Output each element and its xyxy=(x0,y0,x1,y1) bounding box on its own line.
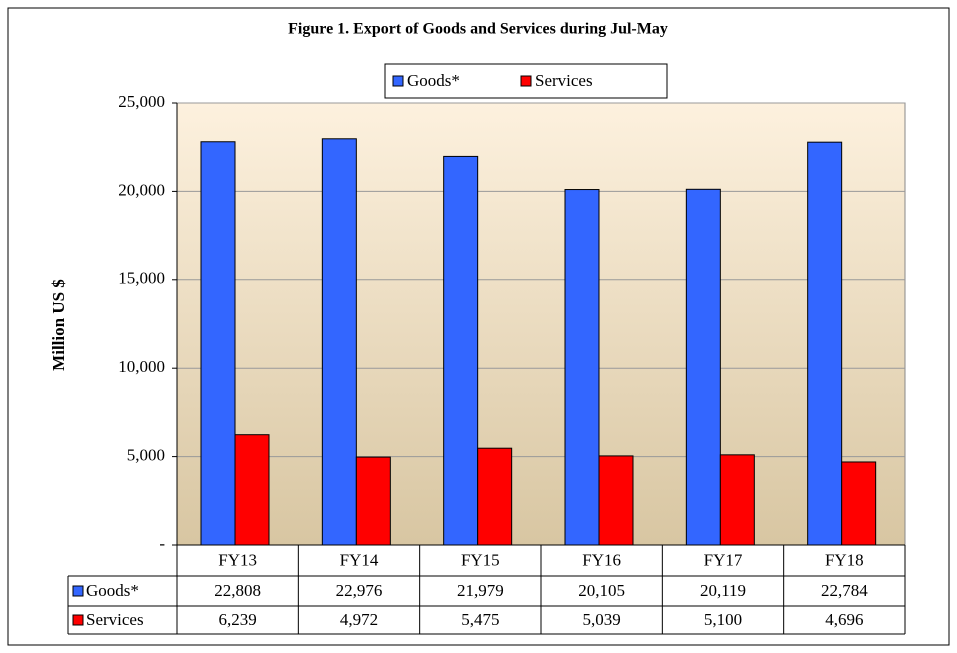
y-axis-title: Million US $ xyxy=(49,279,68,371)
table-value: 5,475 xyxy=(461,610,499,629)
bar xyxy=(355,456,391,546)
y-tick-label: - xyxy=(159,534,165,553)
legend-label: Goods* xyxy=(407,71,460,90)
table-value: 20,105 xyxy=(578,581,625,600)
legend-key xyxy=(392,75,404,87)
table-row-label: Goods* xyxy=(86,581,139,600)
table-value: 20,119 xyxy=(700,581,746,600)
y-tick-label: 10,000 xyxy=(118,357,165,376)
table-value: 4,696 xyxy=(825,610,863,629)
bar xyxy=(807,141,843,546)
bar xyxy=(321,138,357,546)
bar xyxy=(685,188,721,546)
bar xyxy=(841,461,877,546)
table-legend-key xyxy=(72,585,84,597)
y-tick-label: 15,000 xyxy=(118,269,165,288)
table-value: 5,039 xyxy=(583,610,621,629)
y-tick-label: 5,000 xyxy=(127,446,165,465)
table-value: 22,976 xyxy=(336,581,383,600)
table-value: 21,979 xyxy=(457,581,504,600)
table-legend-key xyxy=(72,614,84,626)
legend-key xyxy=(520,75,532,87)
table-value: 5,100 xyxy=(704,610,742,629)
table-row-label: Services xyxy=(86,610,144,629)
x-tick-label: FY13 xyxy=(218,550,257,569)
table-value: 22,784 xyxy=(821,581,868,600)
chart-title: Figure 1. Export of Goods and Services d… xyxy=(288,21,668,38)
y-tick-label: 20,000 xyxy=(118,180,165,199)
table-value: 6,239 xyxy=(219,610,257,629)
table-value: 4,972 xyxy=(340,610,378,629)
x-tick-label: FY16 xyxy=(582,550,621,569)
plot-area xyxy=(176,102,906,546)
table-value: 22,808 xyxy=(214,581,261,600)
x-tick-label: FY14 xyxy=(340,550,379,569)
bar xyxy=(234,434,270,546)
bar xyxy=(443,155,479,546)
y-tick-label: 25,000 xyxy=(118,92,165,111)
x-tick-label: FY15 xyxy=(461,550,500,569)
bar xyxy=(719,454,755,546)
legend-label: Services xyxy=(535,71,593,90)
x-tick-label: FY17 xyxy=(704,550,743,569)
bar xyxy=(477,447,513,546)
bar xyxy=(564,189,600,546)
x-tick-label: FY18 xyxy=(825,550,864,569)
bar xyxy=(598,455,634,546)
bar xyxy=(200,141,236,546)
